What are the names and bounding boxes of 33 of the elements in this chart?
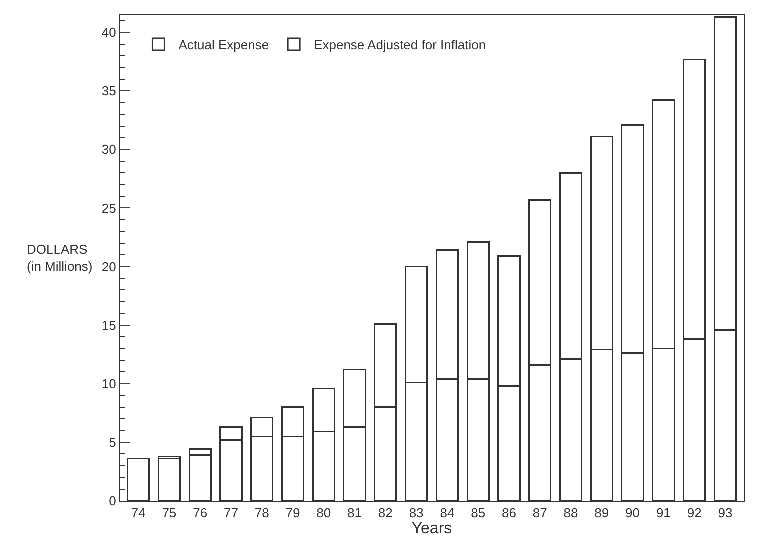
- y-tick-label: 20: [102, 259, 116, 274]
- x-axis-title: Years: [412, 520, 452, 538]
- y-tick-label: 35: [102, 84, 116, 99]
- x-tick-label: 91: [656, 506, 671, 521]
- x-tick-label: 76: [193, 506, 208, 521]
- y-tick-label: 30: [102, 142, 116, 158]
- x-tick-label: 83: [409, 506, 424, 521]
- legend-label: Actual Expense: [178, 38, 270, 53]
- x-tick-label: 79: [286, 506, 300, 521]
- x-tick-label: 85: [471, 506, 486, 521]
- x-tick-label: 82: [378, 506, 393, 521]
- x-tick-label: 80: [316, 506, 332, 521]
- legend-label: Expense Adjusted for Inflation: [314, 38, 486, 53]
- x-tick-label: 75: [162, 506, 177, 521]
- y-tick-label: 0: [109, 494, 116, 509]
- x-tick-label: 92: [687, 506, 702, 521]
- y-tick-label: 15: [102, 318, 116, 333]
- x-tick-label: 89: [594, 506, 610, 521]
- y-tick-label: 5: [109, 435, 116, 450]
- x-tick-label: 93: [718, 506, 733, 521]
- x-tick-label: 74: [131, 506, 146, 521]
- x-tick-label: 87: [532, 506, 548, 521]
- y-tick-label: 25: [102, 200, 116, 216]
- x-tick-label: 81: [348, 506, 362, 521]
- y-axis-title: DOLLARS (in Millions): [27, 242, 93, 274]
- x-tick-label: 84: [440, 506, 455, 521]
- x-tick-label: 88: [564, 506, 578, 521]
- x-tick-label: 90: [626, 506, 640, 521]
- y-tick-label: 10: [102, 376, 116, 392]
- x-tick-label: 78: [254, 506, 270, 521]
- y-tick-label: 40: [102, 25, 116, 40]
- x-tick-label: 77: [224, 506, 238, 521]
- x-tick-label: 86: [502, 506, 516, 521]
